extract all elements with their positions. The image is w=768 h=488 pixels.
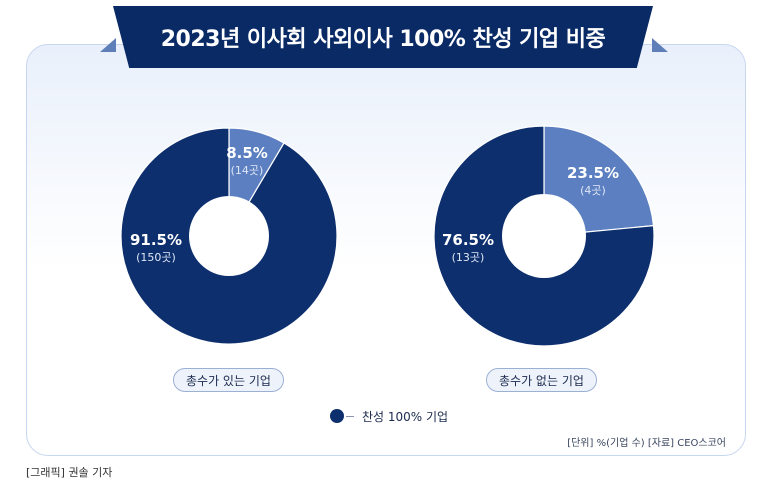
chart-title: 2023년 이사회 사외이사 100% 찬성 기업 비중: [160, 27, 606, 52]
category-pill-without-owner: 총수가 없는 기업: [486, 368, 597, 392]
category-pill-with-owner: 총수가 있는 기업: [173, 368, 284, 392]
donut-hole: [502, 194, 586, 278]
donut-hole: [189, 196, 269, 276]
slice-value-label: 91.5%: [130, 231, 182, 249]
category-label: 총수가 있는 기업: [186, 373, 271, 388]
slice-count-label: (4곳): [580, 184, 606, 197]
category-label: 총수가 없는 기업: [499, 373, 584, 388]
slice-count-label: (13곳): [452, 251, 485, 264]
slice-count-label: (150곳): [136, 251, 176, 264]
legend-swatch: [330, 409, 344, 423]
slice-value-label: 23.5%: [567, 164, 619, 182]
slice-value-label: 76.5%: [442, 231, 494, 249]
graphic-credit: [그래픽] 권솔 기자: [26, 466, 113, 479]
slice-value-label: 8.5%: [226, 144, 268, 162]
legend: 찬성 100% 기업: [330, 406, 448, 426]
chart-title-banner: 2023년 이사회 사외이사 100% 찬성 기업 비중: [113, 6, 653, 68]
slice-count-label: (14곳): [231, 164, 264, 177]
legend-label: 찬성 100% 기업: [362, 409, 449, 424]
legend-connector: [346, 415, 354, 417]
unit-source-note: [단위] %(기업 수) [자료] CEO스코어: [567, 438, 726, 449]
